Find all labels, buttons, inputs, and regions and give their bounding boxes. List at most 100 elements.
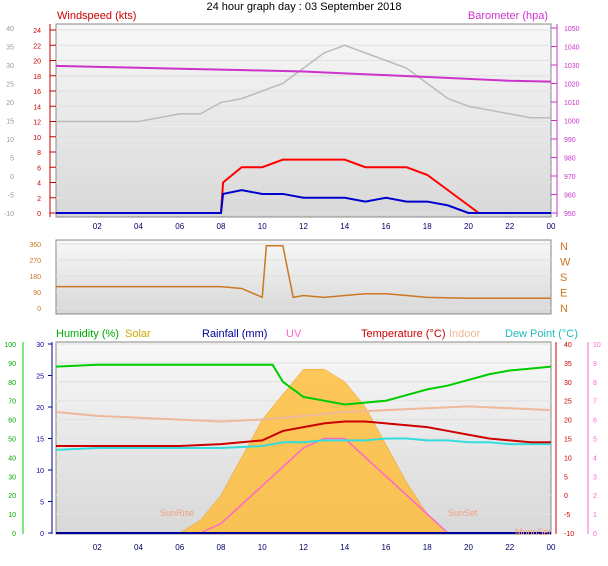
wind-direction-series [56, 245, 551, 299]
legend-solar: Solar [125, 328, 151, 340]
outer-tick-label: 30 [6, 63, 14, 70]
baro-tick-label: 970 [564, 174, 576, 181]
rainfall-axis: 30 25 20 15 10 5 0 [36, 342, 53, 538]
wind-tick-label: 22 [33, 43, 41, 50]
wind-tick-label: 16 [33, 89, 41, 96]
series-line-barometer [55, 64, 552, 83]
rainfall-tick-label: 5 [40, 500, 44, 507]
direction-tick-label: 360 [29, 242, 41, 249]
wind-direction-plot-area [55, 239, 552, 315]
temp-humidity-series [55, 363, 552, 534]
uv-tick-label: 5 [593, 437, 597, 444]
wind-tick-label: 6 [37, 165, 41, 172]
baro-tick-label: 1030 [564, 63, 580, 70]
uv-tick-label: 7 [593, 399, 597, 406]
wind-tick-label: 12 [33, 120, 41, 127]
outer-tick-label: 20 [6, 100, 14, 107]
wind-tick-label: 4 [37, 181, 41, 188]
baro-axis: 1050 1040 1030 1020 1010 1000 990 980 970 960 950 [551, 24, 580, 218]
uv-tick-label: 1 [593, 512, 597, 519]
baro-tick-label: 1020 [564, 82, 580, 89]
humidity-tick-label: 50 [8, 437, 16, 444]
x-tick-label: 12 [299, 222, 308, 231]
uv-tick-label: 8 [593, 380, 597, 387]
wind-tick-label: 14 [33, 104, 41, 111]
baro-tick-label: 1050 [564, 26, 580, 33]
x-tick-label: 16 [382, 222, 391, 231]
x-tick-label: 08 [217, 543, 226, 552]
temperature-tick-label: -5 [564, 512, 570, 519]
outer-tick-label: 35 [6, 45, 14, 52]
legend-humidity: Humidity (%) [56, 328, 119, 340]
wind-tick-label: 2 [37, 196, 41, 203]
baro-tick-label: 1040 [564, 45, 580, 52]
outer-tick-label: 15 [6, 119, 14, 126]
humidity-tick-label: 80 [8, 380, 16, 387]
x-tick-label: 14 [340, 543, 349, 552]
x-tick-label: 06 [175, 222, 184, 231]
moonset-marker: MoonSet [515, 527, 552, 537]
x-tick-label: 00 [547, 222, 556, 231]
rainfall-tick-label: 20 [36, 405, 44, 412]
x-tick-label: 06 [175, 543, 184, 552]
wind-tick-label: 10 [33, 135, 41, 142]
x-tick-label: 10 [258, 543, 267, 552]
outer-tick-label: -10 [4, 211, 14, 218]
uv-tick-label: 6 [593, 418, 597, 425]
x-tick-label: 04 [134, 222, 143, 231]
baro-tick-label: 960 [564, 193, 576, 200]
compass-label: N [560, 303, 568, 315]
legend-uv: UV [286, 328, 302, 340]
series-line-temperature [56, 420, 551, 448]
series-line-indoor [55, 405, 552, 423]
baro-tick-label: 950 [564, 211, 576, 218]
rainfall-tick-label: 0 [40, 531, 44, 538]
wind-tick-label: 18 [33, 74, 41, 81]
humidity-tick-label: 100 [4, 342, 16, 349]
uv-tick-label: 4 [593, 455, 597, 462]
x-tick-label: 22 [505, 543, 514, 552]
humidity-tick-label: 90 [8, 361, 16, 368]
temperature-tick-label: 15 [564, 437, 572, 444]
temperature-tick-label: 5 [564, 474, 568, 481]
humidity-tick-label: 40 [8, 455, 16, 462]
uv-tick-label: 2 [593, 493, 597, 500]
outer-tick-label: 40 [6, 26, 14, 33]
x-tick-label: 12 [299, 543, 308, 552]
wind-axis-label: Windspeed (kts) [57, 10, 136, 22]
outer-tick-label: 10 [6, 137, 14, 144]
temperature-axis: 40 35 30 25 20 15 10 5 0 -5 -10 [555, 342, 574, 538]
rainfall-tick-label: 30 [36, 342, 44, 349]
temperature-tick-label: 10 [564, 455, 572, 462]
compass-label: N [560, 241, 568, 253]
legend-rainfall: Rainfall (mm) [202, 328, 267, 340]
uv-tick-label: 10 [593, 342, 601, 349]
wind-baro-plot-area [55, 23, 552, 218]
outer-tick-label: 0 [10, 174, 14, 181]
outer-tick-label: 5 [10, 156, 14, 163]
rainfall-tick-label: 15 [36, 437, 44, 444]
compass-label: W [560, 257, 571, 269]
temperature-tick-label: 0 [564, 493, 568, 500]
baro-axis-label: Barometer (hpa) [468, 10, 548, 22]
series-line-dewpoint [55, 437, 551, 451]
wind-direction-grid [56, 243, 551, 309]
x-tick-label: 02 [93, 222, 102, 231]
wind-baro-panel: Windspeed (kts) Barometer (hpa) 40353025… [4, 10, 580, 231]
rainfall-tick-label: 10 [36, 468, 44, 475]
baro-tick-label: 1000 [564, 119, 580, 126]
outer-tick-label: 25 [6, 82, 14, 89]
direction-tick-label: 270 [29, 258, 41, 265]
wind-tick-label: 24 [33, 28, 41, 35]
temperature-tick-label: 25 [564, 399, 572, 406]
temperature-tick-label: 35 [564, 361, 572, 368]
series-line-direction [56, 245, 551, 299]
x-tick-label: 00 [547, 543, 556, 552]
temperature-tick-label: -10 [564, 531, 574, 538]
x-tick-label: 16 [382, 543, 391, 552]
series-line-uv [200, 437, 449, 534]
